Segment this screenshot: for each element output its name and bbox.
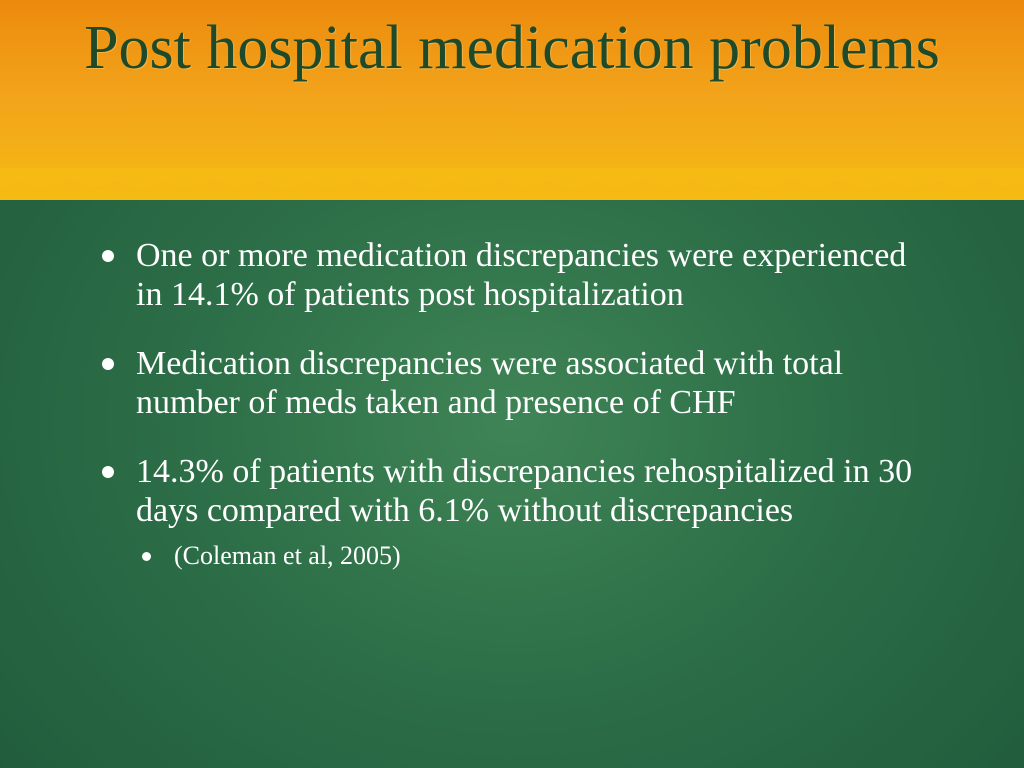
bullet-text: One or more medication discrepancies wer… [136, 237, 907, 313]
bullet-item: Medication discrepancies were associated… [96, 344, 926, 422]
slide-title: Post hospital medication problems [84, 14, 940, 82]
sub-bullet-list: (Coleman et al, 2005) [136, 540, 926, 572]
sub-bullet-item: (Coleman et al, 2005) [136, 540, 926, 572]
bullet-dot-icon [102, 466, 114, 478]
bullet-list: One or more medication discrepancies wer… [96, 236, 926, 572]
title-band [0, 0, 1024, 200]
bullet-dot-icon [102, 358, 114, 370]
bullet-item: One or more medication discrepancies wer… [96, 236, 926, 314]
torn-edge-divider [0, 168, 1024, 190]
bullet-text: 14.3% of patients with discrepancies reh… [136, 453, 913, 529]
sub-bullet-dot-icon [142, 552, 151, 561]
bullet-dot-icon [102, 250, 114, 262]
bullet-item: 14.3% of patients with discrepancies reh… [96, 452, 926, 572]
citation-text: (Coleman et al, 2005) [174, 541, 401, 570]
bullet-text: Medication discrepancies were associated… [136, 345, 844, 421]
